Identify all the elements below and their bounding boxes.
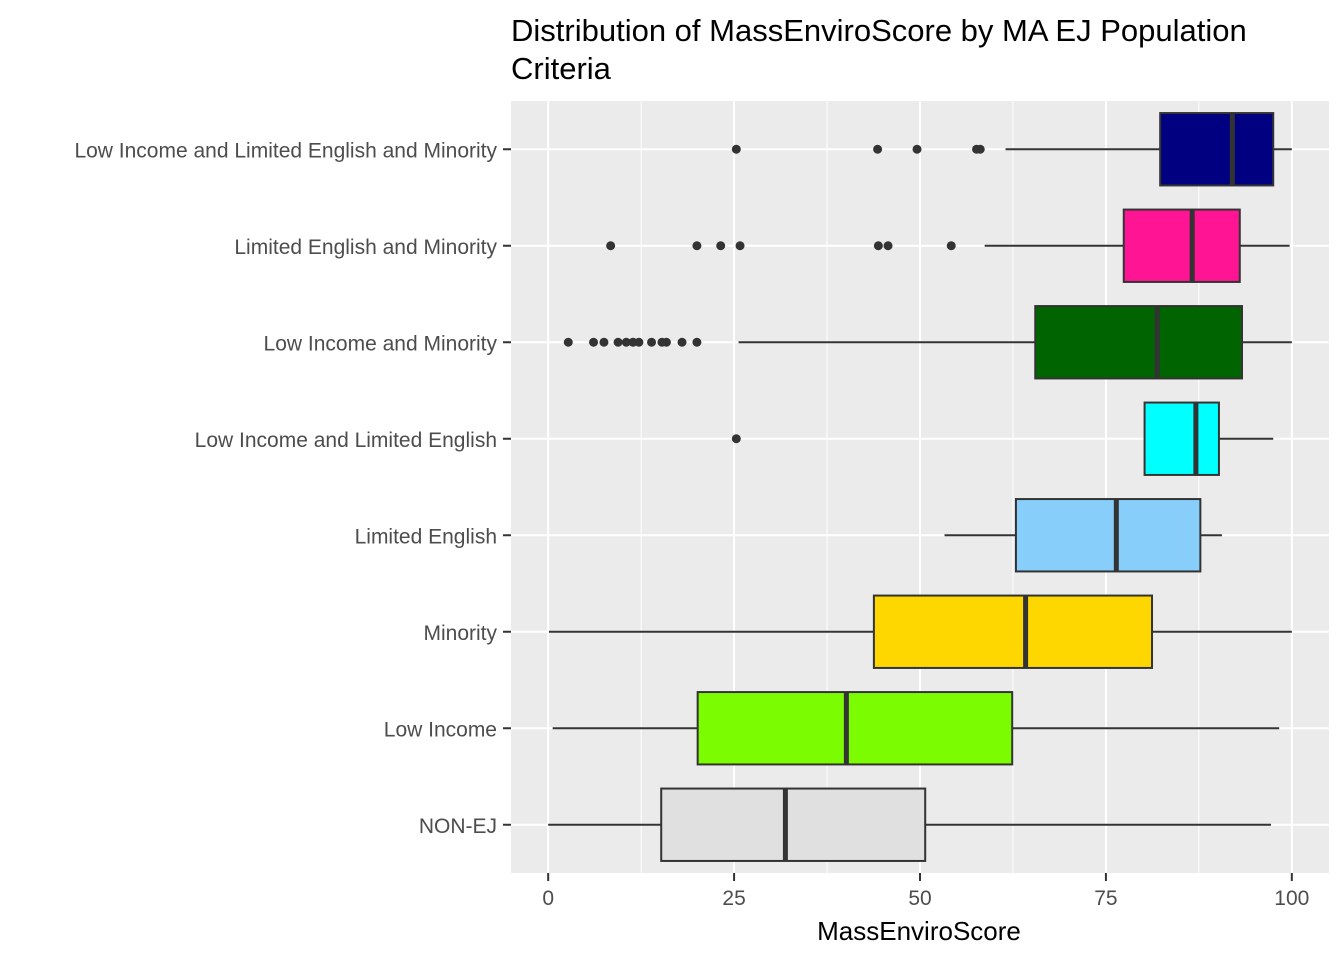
box-group [731,112,1292,187]
x-tick-label: 75 [1094,887,1117,910]
outlier-point [661,337,671,347]
box-iqr [1122,208,1241,283]
outlier-point [677,337,687,347]
outlier-point [621,337,631,347]
outlier-point [647,337,657,347]
y-tick-label: Limited English [355,525,497,548]
outlier-point [883,241,893,251]
outlier-point [735,241,745,251]
box-group [563,305,1292,380]
x-tick-label: 25 [722,887,745,910]
chart-title: Distribution of MassEnviroScore by MA EJ… [511,13,1247,86]
box-iqr [1143,401,1220,476]
y-tick-label: NON-EJ [419,815,497,838]
y-tick-label: Low Income and Limited English and Minor… [74,139,497,162]
box-group [552,691,1280,766]
x-tick-label: 50 [908,887,931,910]
box-iqr [696,691,1014,766]
outlier-point [731,144,741,154]
x-tick-label: 0 [542,887,554,910]
outlier-point [975,144,985,154]
box-iqr [1159,112,1275,187]
box-group [548,594,1292,669]
box-iqr [660,787,927,862]
chart-title-line-2: Criteria [511,51,612,86]
outlier-point [873,144,883,154]
box-iqr [872,594,1154,669]
outlier-point [606,241,616,251]
box-iqr [1034,305,1243,380]
outlier-point [599,337,609,347]
x-axis: 0 25 50 75 100 [542,873,1309,910]
outlier-point [692,337,702,347]
outlier-point [692,241,702,251]
x-axis-title: MassEnviroScore [817,916,1021,946]
box-group [731,401,1274,476]
chart-title-line-1: Distribution of MassEnviroScore by MA EJ… [511,13,1247,48]
outlier-point [589,337,599,347]
y-tick-label: Limited English and Minority [234,236,497,259]
outlier-point [716,241,726,251]
y-tick-label: Minority [423,622,497,645]
box-group [548,787,1271,862]
y-tick-label: Low Income and Limited English [195,429,497,452]
y-tick-label: Low Income and Minority [264,332,498,355]
outlier-point [946,241,956,251]
box-series [548,112,1292,862]
x-tick-label: 100 [1274,887,1309,910]
outlier-point [912,144,922,154]
y-tick-label: Low Income [384,718,497,741]
outlier-point [563,337,573,347]
outlier-point [873,241,883,251]
box-iqr [1014,498,1202,573]
y-axis: Low Income and Limited English and Minor… [74,139,511,838]
outlier-point [613,337,623,347]
outlier-point [731,434,741,444]
box-group [944,498,1222,573]
box-group [606,208,1290,283]
outlier-point [634,337,644,347]
